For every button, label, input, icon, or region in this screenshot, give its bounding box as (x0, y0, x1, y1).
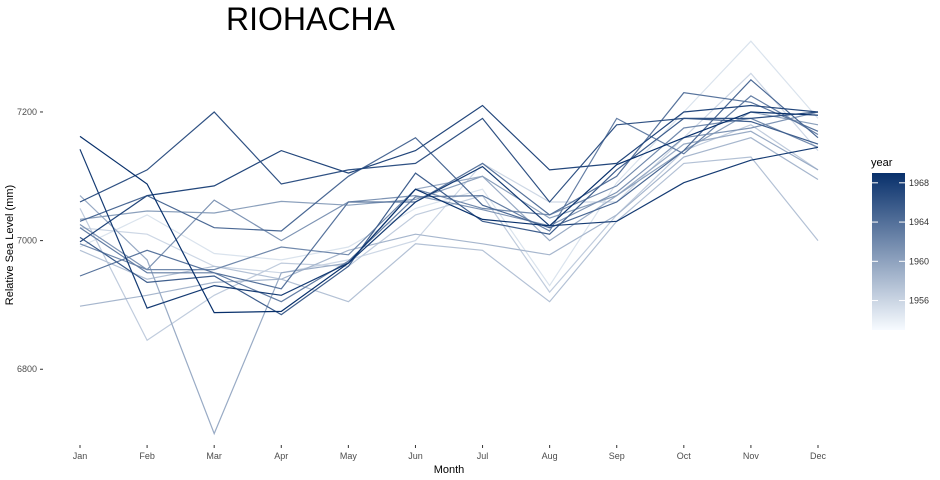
y-tick-label: 7200 (17, 107, 37, 117)
legend-ticks: 1956 1960 1964 1968 (872, 178, 929, 306)
x-tick-label: Apr (274, 451, 288, 461)
legend-title: year (871, 157, 893, 169)
x-tick-label: May (340, 451, 358, 461)
legend-tick-label: 1968 (909, 178, 929, 188)
year-colorbar-legend: year 1956 1960 1964 1968 (871, 157, 929, 330)
series-line-1960 (79, 111, 819, 271)
series-line-1967 (79, 104, 819, 243)
x-axis: Jan Feb Mar Apr May Jun Jul Aug Sep Oct Nov Dec (73, 445, 827, 461)
x-tick-label: Aug (542, 451, 558, 461)
x-tick-label: Sep (609, 451, 625, 461)
series-line-1963 (79, 92, 819, 290)
series-line-1968 (79, 146, 819, 309)
x-tick-label: Nov (743, 451, 760, 461)
series-line-1966 (79, 111, 819, 203)
x-tick-label: Feb (139, 451, 155, 461)
chart-title: RIOHACHA (226, 1, 396, 37)
series-line-1957 (79, 137, 819, 307)
series-line-1955 (79, 124, 819, 342)
y-axis: 6800 7000 7200 (17, 107, 43, 374)
series-lines (79, 40, 819, 436)
x-tick-label: Oct (677, 451, 692, 461)
legend-colorbar (872, 173, 905, 330)
series-line-1958 (79, 130, 819, 436)
series-line-1956 (79, 156, 819, 303)
legend-tick-label: 1960 (909, 256, 929, 266)
x-axis-title: Month (434, 464, 465, 476)
x-tick-label: Mar (206, 451, 222, 461)
x-tick-label: Jul (477, 451, 489, 461)
y-axis-title: Relative Sea Level (mm) (4, 185, 16, 305)
y-tick-label: 7000 (17, 236, 37, 246)
series-line-1953 (79, 40, 819, 287)
x-tick-label: Jun (408, 451, 423, 461)
series-line-1954 (79, 72, 819, 274)
legend-tick-label: 1964 (909, 217, 929, 227)
legend-tick-label: 1956 (909, 296, 929, 306)
series-line-1962 (79, 95, 819, 303)
series-line-1964 (79, 78, 819, 232)
y-tick-label: 6800 (17, 364, 37, 374)
x-tick-label: Jan (73, 451, 88, 461)
x-tick-label: Dec (810, 451, 827, 461)
series-line-1969 (79, 111, 819, 314)
